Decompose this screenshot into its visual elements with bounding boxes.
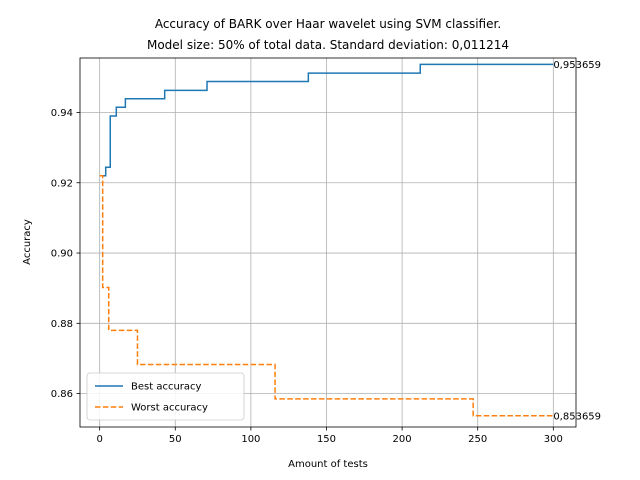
x-axis-label: Amount of tests (288, 459, 368, 470)
y-tick-label-0: 0.86 (51, 389, 73, 400)
y-tick-label-1: 0.88 (51, 319, 73, 330)
legend-label-0: Best accuracy (131, 382, 202, 393)
x-tick-label-3: 150 (317, 434, 336, 445)
chart-title: Accuracy of BARK over Haar wavelet using… (155, 17, 501, 31)
legend-label-1: Worst accuracy (131, 403, 208, 414)
plot-area: 0 50 100 150 200 250 300 0.86 0.88 0.90 0.92 0.94 0,… (51, 57, 601, 445)
series-line-1 (99, 174, 554, 417)
end-value-label-0: 0,953659 (553, 60, 601, 71)
legend: Best accuracy Worst accuracy (86, 372, 245, 421)
x-tick-label-1: 50 (169, 434, 182, 445)
end-value-label-1: 0,853659 (553, 411, 601, 422)
series-line-0 (99, 63, 554, 177)
x-tick-label-2: 100 (241, 434, 260, 445)
x-tick-label-4: 200 (393, 434, 412, 445)
y-axis-label: Accuracy (22, 219, 33, 265)
legend-box (86, 372, 245, 421)
chart-subtitle: Model size: 50% of total data. Standard … (147, 38, 509, 52)
x-tick-label-0: 0 (96, 434, 102, 445)
x-tick-label-6: 300 (544, 434, 563, 445)
x-tick-label-5: 250 (468, 434, 487, 445)
y-tick-label-3: 0.92 (51, 178, 73, 189)
axes-frame (79, 57, 577, 428)
y-tick-label-4: 0.94 (51, 108, 73, 119)
y-tick-label-2: 0.90 (51, 249, 73, 260)
